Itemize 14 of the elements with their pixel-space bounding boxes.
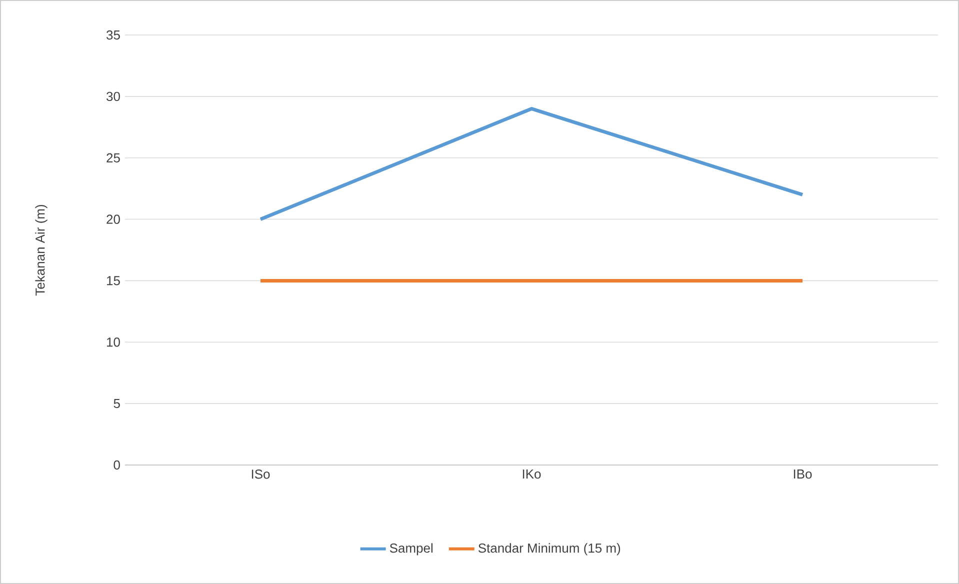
y-tick-label: 25	[106, 153, 120, 162]
x-tick-label: IBo	[794, 470, 812, 479]
y-tick-label: 35	[106, 30, 120, 40]
y-tick-label: 20	[106, 214, 120, 224]
y-tick-label: 15	[106, 276, 120, 286]
legend-label: Standar Minimum (15 m)	[478, 543, 620, 556]
y-tick-label: 10	[106, 338, 120, 347]
y-tick-label: 30	[106, 92, 120, 102]
x-tick-label: IKo	[522, 470, 541, 479]
x-tick-label: ISo	[252, 470, 270, 479]
y-tick-label: 5	[114, 399, 120, 408]
y-axis-title: Tekanan Air (m)	[35, 204, 48, 296]
legend-label: Sampel	[390, 543, 432, 556]
y-tick-label: 0	[114, 460, 120, 470]
